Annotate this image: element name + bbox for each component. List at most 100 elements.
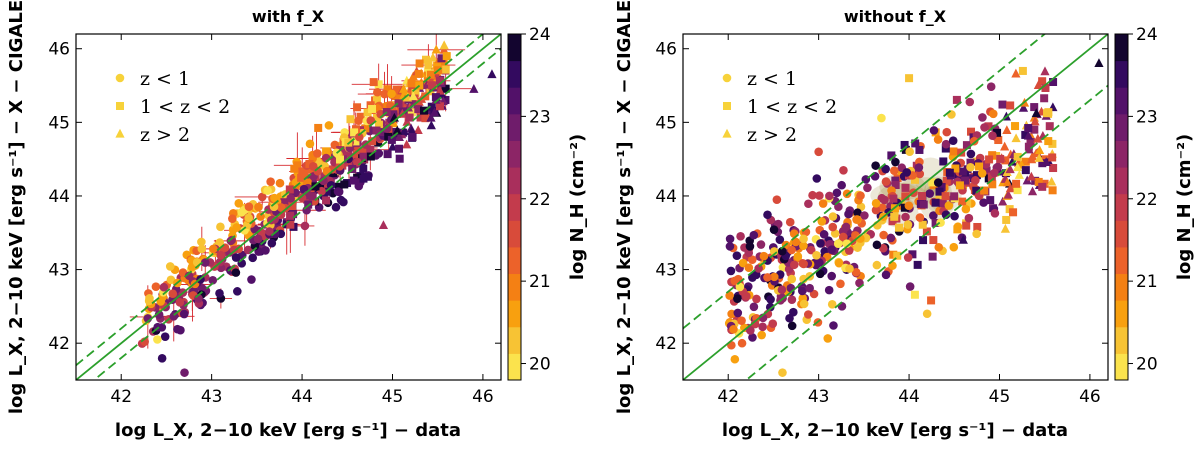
data-point (958, 234, 968, 244)
data-point (378, 220, 389, 230)
data-point (856, 191, 865, 200)
data-point (871, 161, 880, 170)
data-point (805, 283, 814, 293)
data-point (270, 193, 279, 203)
data-point (339, 197, 348, 207)
data-point (825, 191, 834, 201)
data-point (797, 286, 807, 296)
colorbar-tick-label: 22 (1136, 190, 1158, 210)
data-point (863, 183, 872, 193)
data-point (956, 172, 965, 181)
data-point (253, 234, 263, 244)
data-point (392, 85, 401, 94)
data-point (941, 210, 951, 219)
legend-label: z > 2 (747, 124, 797, 146)
data-point (964, 213, 974, 223)
data-point (841, 222, 851, 232)
data-point (1040, 66, 1050, 76)
data-point (901, 192, 910, 201)
data-point (819, 230, 829, 239)
legend-label: 1 < z < 2 (140, 96, 230, 118)
data-point (431, 44, 441, 54)
data-point (922, 227, 931, 236)
data-point (911, 139, 920, 148)
data-point (768, 319, 778, 329)
data-point (919, 236, 928, 245)
colorbar-tick-label: 24 (529, 25, 551, 45)
data-point (988, 131, 997, 140)
data-point (1048, 153, 1057, 162)
data-point (374, 120, 383, 129)
data-point (320, 172, 329, 181)
y-ticks-without-fx: 42 43 44 45 46 (655, 40, 1108, 354)
legend-marker-square (116, 102, 124, 110)
data-point (261, 246, 270, 255)
colorbar-tick-label: 21 (1136, 272, 1158, 292)
data-point (407, 108, 416, 117)
data-point (787, 274, 797, 284)
data-point (917, 192, 926, 201)
data-point (747, 255, 757, 265)
data-point (890, 208, 899, 217)
data-point (815, 191, 824, 200)
data-point (965, 97, 975, 107)
data-point (787, 295, 797, 304)
data-point (816, 239, 825, 248)
data-point (175, 298, 185, 307)
data-point (725, 242, 735, 251)
data-point (944, 201, 954, 210)
data-point (980, 186, 989, 195)
data-point (431, 93, 440, 102)
data-point (266, 177, 275, 187)
data-point (387, 141, 398, 151)
data-point (903, 220, 913, 229)
data-point (369, 78, 378, 87)
data-point (1048, 139, 1057, 148)
data-point (941, 144, 950, 153)
data-point (818, 199, 828, 208)
data-point (736, 232, 745, 241)
data-point (894, 223, 903, 232)
data-point (871, 198, 881, 208)
data-point (901, 212, 910, 222)
data-point (765, 302, 775, 312)
data-point (732, 251, 742, 260)
colorbar-band (508, 246, 521, 275)
data-point (949, 147, 958, 156)
data-point (942, 176, 951, 185)
data-point (1006, 101, 1015, 110)
legend-marker-square (723, 102, 731, 110)
data-point (1026, 138, 1035, 147)
data-point (373, 87, 382, 97)
data-point (319, 176, 328, 186)
data-point (828, 222, 838, 232)
data-point (844, 246, 854, 255)
data-point (157, 353, 167, 363)
data-point (769, 225, 779, 234)
data-point (1002, 215, 1011, 224)
legend-label: 1 < z < 2 (747, 96, 837, 118)
colorbar-band (1115, 60, 1128, 88)
data-point (331, 202, 341, 212)
xlabel-without-fx: log L_X, 2−10 keV [erg s⁻¹] − data (722, 420, 1068, 441)
data-point (903, 253, 913, 262)
data-point (824, 285, 834, 295)
data-point (726, 266, 736, 276)
data-point (985, 155, 994, 164)
colorbar-with-fx: 20 21 22 23 24 (507, 25, 551, 381)
data-point (852, 215, 861, 224)
data-point (886, 233, 896, 243)
data-point (933, 135, 943, 144)
data-point (305, 139, 315, 149)
data-point (216, 250, 226, 260)
data-point (487, 69, 497, 79)
data-point (322, 196, 331, 205)
data-point (308, 162, 318, 171)
data-point (982, 166, 991, 175)
data-point (971, 176, 980, 185)
data-point (915, 213, 925, 222)
data-point (1094, 58, 1104, 68)
data-point (972, 186, 981, 195)
data-point (1011, 133, 1021, 143)
data-point (1030, 125, 1039, 134)
